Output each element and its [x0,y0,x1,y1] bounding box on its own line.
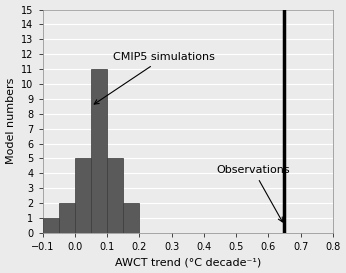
Bar [107,158,123,233]
Bar [91,69,107,233]
Bar [123,203,139,233]
X-axis label: AWCT trend (°C decade⁻¹): AWCT trend (°C decade⁻¹) [115,257,261,268]
Title: $\mathbf{(b)}$ AWCT trends during 1980 – 2005: $\mathbf{(b)}$ AWCT trends during 1980 –… [0,272,1,273]
Text: CMIP5 simulations: CMIP5 simulations [94,52,215,104]
Bar [75,158,91,233]
Bar [58,203,75,233]
Y-axis label: Model numbers: Model numbers [6,78,16,164]
Text: Observations: Observations [217,165,290,222]
Bar [43,218,58,233]
